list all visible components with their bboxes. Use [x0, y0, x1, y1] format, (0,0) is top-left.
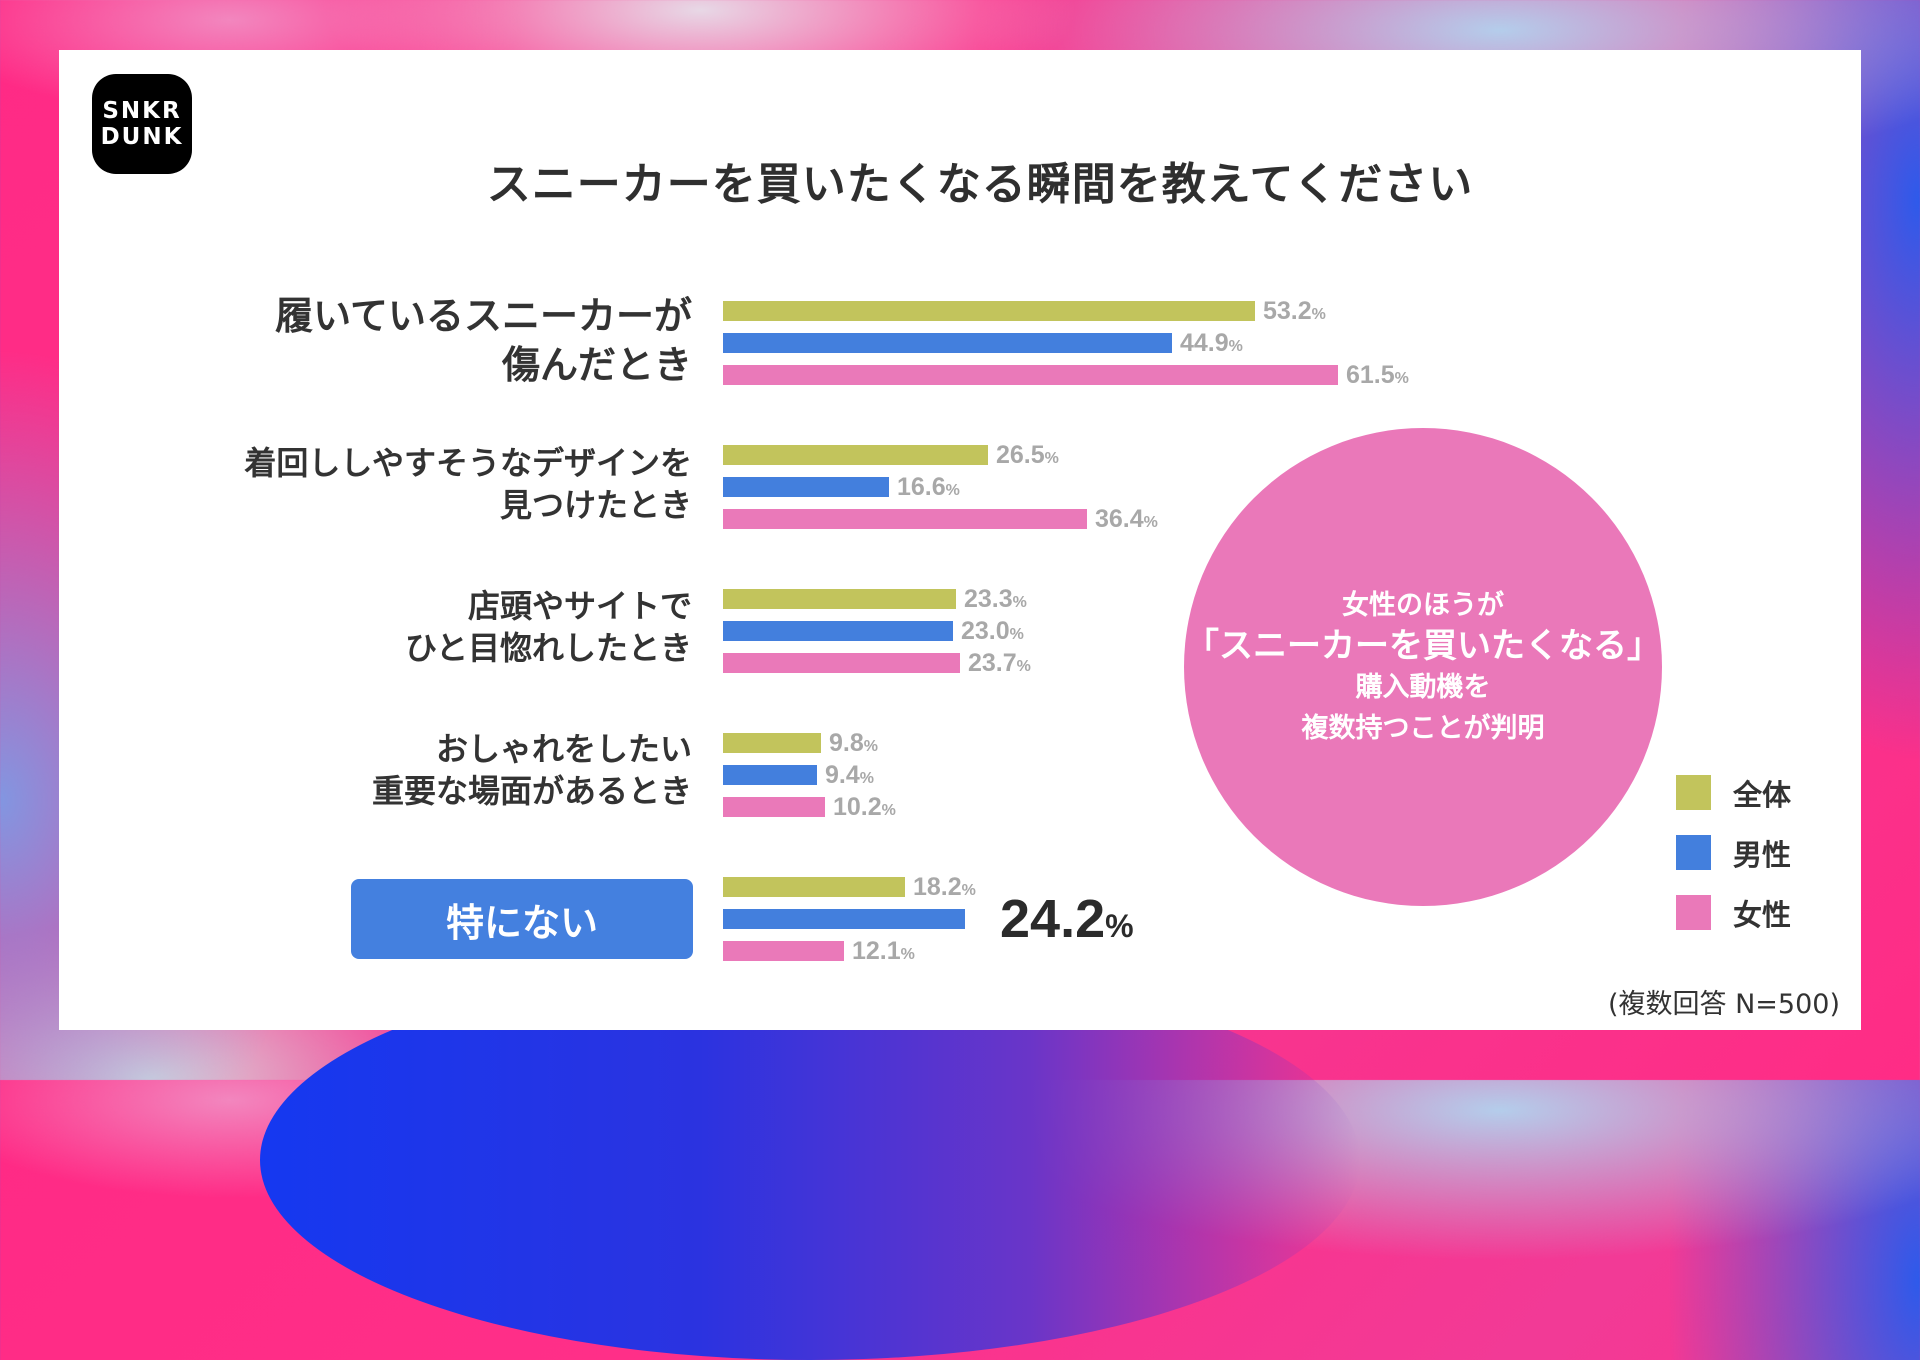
- bar-female: [723, 797, 825, 817]
- value-label: 10.2%: [833, 793, 896, 821]
- value-label: 36.4%: [1095, 505, 1158, 533]
- legend-item-overall: 全体: [1676, 775, 1791, 812]
- value-label: 12.1%: [852, 937, 915, 965]
- snkrdunk-logo: SNKR DUNK: [92, 74, 192, 174]
- callout-line-3: 購入動機を: [1355, 672, 1491, 703]
- bar-male: [723, 909, 965, 929]
- chart-title: スニーカーを買いたくなる瞬間を教えてください: [486, 159, 1474, 210]
- legend-item-male: 男性: [1676, 835, 1791, 872]
- bar-overall: [723, 877, 905, 897]
- callout-line-4: 複数持つことが判明: [1301, 713, 1545, 744]
- bar-overall: [723, 301, 1255, 321]
- insight-callout: 女性のほうが 「スニーカーを買いたくなる」 購入動機を 複数持つことが判明: [1184, 428, 1662, 906]
- bar-male: [723, 477, 889, 497]
- bar-female: [723, 941, 844, 961]
- value-label: 23.3%: [964, 585, 1027, 613]
- legend-item-female: 女性: [1676, 895, 1791, 932]
- bar-female: [723, 653, 960, 673]
- logo-line-2: DUNK: [100, 124, 184, 150]
- value-label: 23.0%: [961, 617, 1024, 645]
- bar-female: [723, 509, 1087, 529]
- value-label: 44.9%: [1180, 329, 1243, 357]
- bar-overall: [723, 589, 956, 609]
- callout-line-1: 女性のほうが: [1342, 590, 1504, 621]
- legend-swatch-overall: [1676, 775, 1711, 810]
- bar-female: [723, 365, 1338, 385]
- legend-swatch-female: [1676, 895, 1711, 930]
- bar-overall: [723, 445, 988, 465]
- bar-male: [723, 765, 817, 785]
- bar-overall: [723, 733, 821, 753]
- highlight-value-label: 24.2%: [1000, 889, 1134, 949]
- value-label: 9.4%: [825, 761, 874, 789]
- logo-line-1: SNKR: [102, 98, 182, 124]
- category-label-none: 特にない: [351, 879, 693, 959]
- bar-male: [723, 333, 1172, 353]
- category-label-1: 着回ししやすそうなデザインを 見つけたとき: [244, 444, 692, 524]
- value-label: 61.5%: [1346, 361, 1409, 389]
- value-label: 23.7%: [968, 649, 1031, 677]
- legend-swatch-male: [1676, 835, 1711, 870]
- value-label: 18.2%: [913, 873, 976, 901]
- value-label: 53.2%: [1263, 297, 1326, 325]
- category-label-2: 店頭やサイトで ひと目惚れしたとき: [404, 587, 692, 667]
- bar-male: [723, 621, 953, 641]
- value-label: 16.6%: [897, 473, 960, 501]
- value-label: 26.5%: [996, 441, 1059, 469]
- callout-line-2: 「スニーカーを買いたくなる」: [1185, 626, 1661, 666]
- legend: 全体 男性 女性: [1676, 775, 1791, 955]
- footnote: (複数回答 N=500): [1607, 989, 1840, 1020]
- category-label-3: おしゃれをしたい 重要な場面があるとき: [371, 730, 692, 810]
- value-label: 9.8%: [829, 729, 878, 757]
- category-label-0: 履いているスニーカーが 傷んだとき: [275, 294, 692, 388]
